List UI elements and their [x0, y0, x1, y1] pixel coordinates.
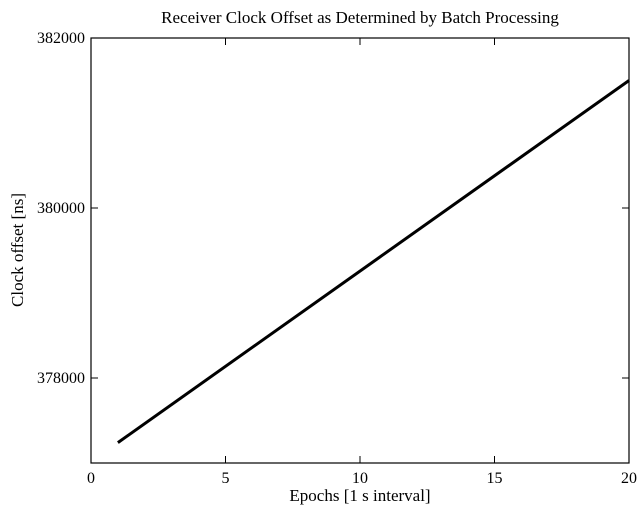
- axis-ticks: [90, 37, 630, 463]
- x-tick-label: 0: [87, 470, 95, 487]
- plot-frame: [90, 37, 630, 464]
- y-tick-label: 378000: [37, 370, 85, 387]
- y-tick-label: 380000: [37, 200, 85, 217]
- axis-tick-labels: 0 5 10 15 20 378000 380000 382000: [37, 30, 637, 487]
- series-line: [117, 79, 630, 444]
- x-axis-label: Epochs [1 s interval]: [289, 486, 430, 505]
- x-tick-label: 20: [621, 470, 637, 487]
- y-tick-label: 382000: [37, 30, 85, 47]
- x-tick-label: 5: [222, 470, 230, 487]
- chart-title: Receiver Clock Offset as Determined by B…: [161, 8, 559, 27]
- y-axis-label: Clock offset [ns]: [8, 193, 27, 307]
- series-group: [117, 79, 630, 444]
- x-tick-label: 10: [352, 470, 368, 487]
- x-tick-label: 15: [487, 470, 503, 487]
